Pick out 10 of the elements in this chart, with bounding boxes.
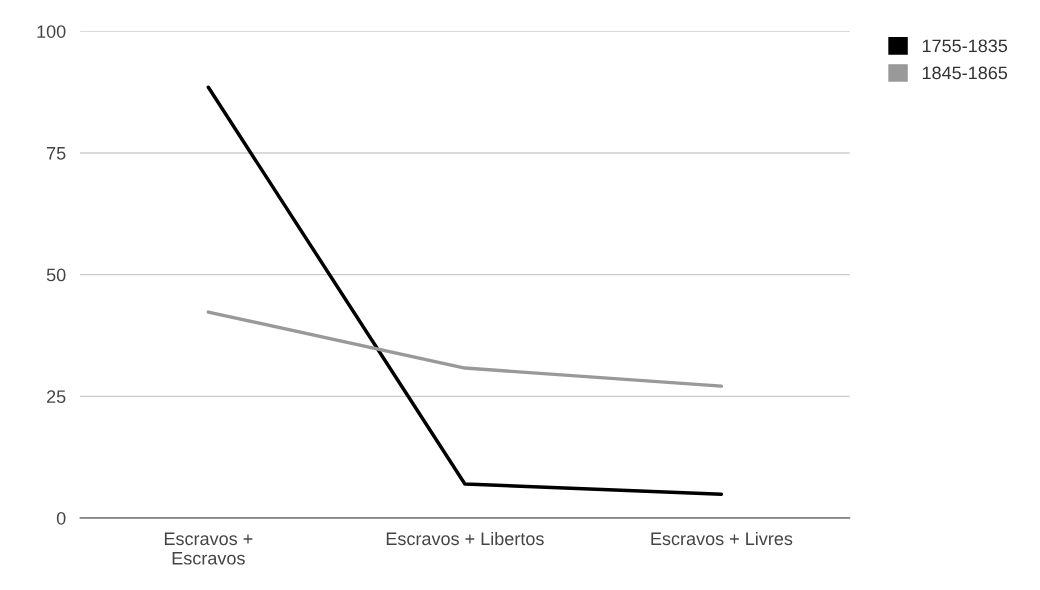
y-tick-label: 25 bbox=[47, 390, 66, 404]
legend-label: 1845-1865 bbox=[922, 66, 1008, 80]
y-tick-label: 75 bbox=[47, 147, 66, 160]
y-tick-label: 100 bbox=[37, 25, 66, 38]
x-tick-label: Escravos + Livres bbox=[651, 531, 793, 546]
x-tick-label: Escravos + Libertos bbox=[386, 531, 544, 546]
y-tick-label: 50 bbox=[46, 268, 66, 282]
legend-label: 1755-1835 bbox=[922, 39, 1008, 53]
x-tick-label: Escravos + Escravos bbox=[164, 532, 253, 565]
y-tick-label: 0 bbox=[56, 511, 66, 525]
